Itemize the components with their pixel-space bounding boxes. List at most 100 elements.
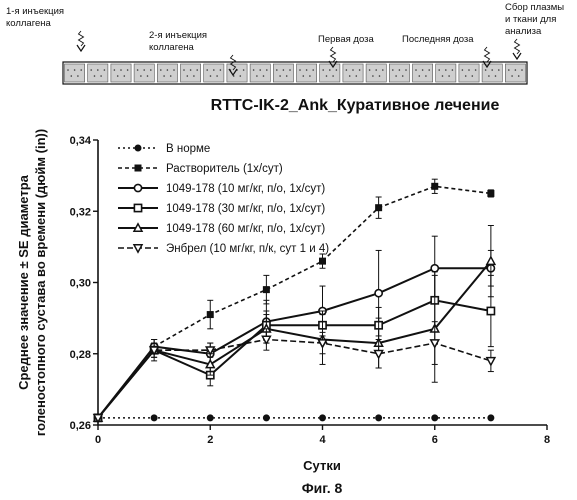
speckle: [210, 75, 212, 77]
segment-fill: [482, 64, 502, 82]
segment-fill: [111, 64, 131, 82]
timeline-strip: [63, 62, 527, 84]
timeline-segment: [413, 64, 433, 82]
data-point: [135, 165, 141, 171]
y-tick-label: 0,32: [70, 206, 91, 218]
speckle: [80, 69, 82, 71]
speckle: [213, 69, 215, 71]
speckle: [415, 69, 417, 71]
timeline-segment: [366, 64, 386, 82]
speckle: [419, 75, 421, 77]
y-axis-label-line: голеностопного сустава во времени (дюйм …: [33, 129, 48, 436]
timeline-segment: [297, 64, 317, 82]
data-point: [431, 265, 438, 272]
speckle: [405, 69, 407, 71]
speckle: [352, 69, 354, 71]
speckle: [114, 69, 116, 71]
timeline-segment: [436, 64, 456, 82]
speckle: [399, 69, 401, 71]
data-point: [134, 184, 141, 191]
y-tick-label: 0,28: [70, 349, 91, 361]
data-point: [134, 224, 142, 231]
segment-fill: [505, 64, 525, 82]
series-line: [98, 300, 491, 418]
data-point: [487, 307, 494, 314]
speckle: [452, 69, 454, 71]
data-point: [135, 145, 141, 151]
speckle: [395, 75, 397, 77]
legend-item: Энбрел (10 мг/кг, п/к, сут 1 и 4): [118, 243, 329, 255]
y-tick-label: 0,34: [70, 135, 92, 147]
x-tick-label: 0: [95, 434, 101, 446]
speckle: [67, 69, 69, 71]
speckle: [498, 69, 500, 71]
speckle: [356, 75, 358, 77]
data-point: [376, 415, 382, 421]
speckle: [240, 75, 242, 77]
speckle: [332, 75, 334, 77]
speckle: [127, 69, 129, 71]
x-tick-label: 4: [319, 434, 326, 446]
event-label: анализа: [505, 26, 542, 37]
speckle: [170, 75, 172, 77]
speckle: [508, 69, 510, 71]
speckle: [253, 69, 255, 71]
timeline-segment: [204, 64, 224, 82]
speckle: [468, 69, 470, 71]
data-point: [320, 415, 326, 421]
speckle: [147, 75, 149, 77]
data-point: [432, 415, 438, 421]
speckle: [259, 69, 261, 71]
segment-fill: [343, 64, 363, 82]
speckle: [120, 69, 122, 71]
speckle: [326, 75, 328, 77]
speckle: [518, 75, 520, 77]
event-label: Последняя доза: [402, 34, 474, 45]
segment-fill: [181, 64, 201, 82]
speckle: [402, 75, 404, 77]
speckle: [425, 75, 427, 77]
speckle: [137, 69, 139, 71]
speckle: [74, 69, 76, 71]
speckle: [163, 75, 165, 77]
timeline: 1-я инъекцияколлагена2-я инъекцияколлаге…: [6, 2, 564, 84]
segment-fill: [204, 64, 224, 82]
event-label: Сбор плазмы: [505, 2, 564, 13]
x-tick-label: 6: [432, 434, 438, 446]
data-point: [134, 245, 142, 252]
speckle: [309, 75, 311, 77]
speckle: [375, 69, 377, 71]
speckle: [283, 69, 285, 71]
legend-label: Растворитель (1х/сут): [166, 163, 283, 175]
event-label: 2-я инъекция: [149, 30, 207, 41]
speckle: [359, 69, 361, 71]
timeline-segment: [65, 64, 85, 82]
data-point: [207, 415, 213, 421]
data-point: [488, 190, 494, 196]
speckle: [276, 69, 278, 71]
speckle: [472, 75, 474, 77]
segment-fill: [134, 64, 154, 82]
segment-fill: [88, 64, 108, 82]
speckle: [369, 69, 371, 71]
timeline-segment: [157, 64, 177, 82]
speckle: [336, 69, 338, 71]
timeline-event: 1-я инъекцияколлагена: [6, 6, 85, 51]
event-label: 1-я инъекция: [6, 6, 64, 17]
speckle: [448, 75, 450, 77]
x-axis-label: Сутки: [303, 458, 341, 473]
legend-item: 1049-178 (30 мг/кг, п/о, 1х/сут): [118, 203, 325, 215]
event-label: Первая доза: [318, 34, 374, 45]
speckle: [329, 69, 331, 71]
x-tick-label: 2: [207, 434, 213, 446]
legend-label: В норме: [166, 143, 210, 155]
legend-item: 1049-178 (10 мг/кг, п/о, 1х/сут): [118, 183, 325, 195]
speckle: [299, 69, 301, 71]
data-point: [487, 257, 495, 264]
speckle: [488, 75, 490, 77]
data-point: [488, 415, 494, 421]
legend-label: Энбрел (10 мг/кг, п/к, сут 1 и 4): [166, 243, 329, 255]
speckle: [263, 75, 265, 77]
timeline-segment: [111, 64, 131, 82]
legend-label: 1049-178 (10 мг/кг, п/о, 1х/сут): [166, 183, 325, 195]
